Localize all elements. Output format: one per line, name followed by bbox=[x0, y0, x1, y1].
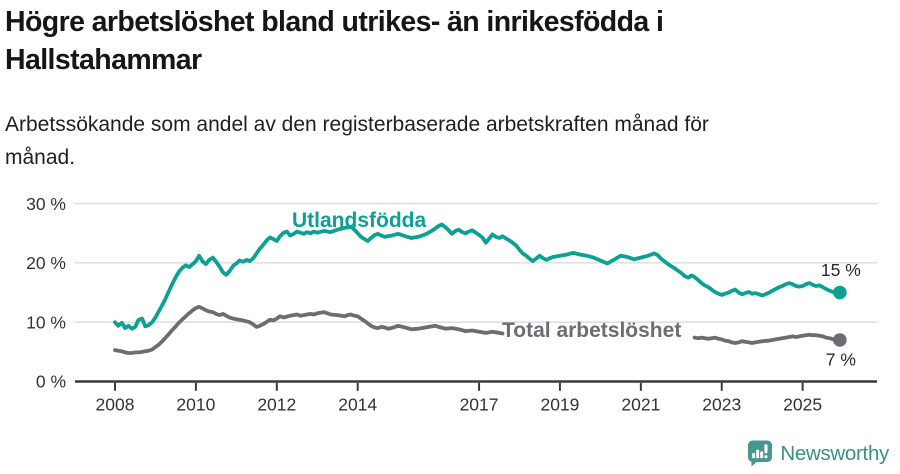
chart-subtitle-line-1: Arbetssökande som andel av den registerb… bbox=[5, 113, 709, 136]
end-dot-utlandsfodda bbox=[833, 285, 847, 300]
x-tick-label-2025: 2025 bbox=[783, 395, 822, 415]
end-value-label-utlandsfodda: 15 % bbox=[821, 260, 861, 280]
x-tick-label-2008: 2008 bbox=[96, 395, 135, 415]
x-tick-label-2023: 2023 bbox=[702, 395, 741, 415]
end-value-label-total: 7 % bbox=[826, 349, 856, 369]
chart-subtitle-line-2: månad. bbox=[5, 146, 76, 169]
x-tick-label-2019: 2019 bbox=[540, 395, 579, 415]
y-tick-label-0: 0 % bbox=[36, 372, 66, 392]
x-tick-label-2010: 2010 bbox=[176, 395, 215, 415]
x-tick-label-2014: 2014 bbox=[338, 395, 377, 415]
newsworthy-logo[interactable]: Newsworthy bbox=[747, 440, 889, 467]
newsworthy-wordmark: Newsworthy bbox=[780, 441, 889, 465]
chart-subtitle: Arbetssökande som andel av den registerb… bbox=[5, 108, 895, 174]
chart-title: Högre arbetslöshet bland utrikes- än inr… bbox=[5, 3, 895, 79]
x-tick-label-2017: 2017 bbox=[460, 395, 499, 415]
series-line-utlandsfodda bbox=[113, 222, 842, 331]
y-tick-label-10: 10 % bbox=[26, 312, 66, 332]
x-tick-label-2021: 2021 bbox=[621, 395, 660, 415]
series-label-utlandsfodda: Utlandsfödda bbox=[292, 209, 426, 232]
x-tick-label-2012: 2012 bbox=[257, 395, 296, 415]
series-label-total: Total arbetslöshet bbox=[502, 319, 681, 342]
series-line-total bbox=[113, 304, 842, 355]
end-dot-total bbox=[833, 333, 847, 347]
y-tick-label-20: 20 % bbox=[26, 253, 66, 273]
chart-title-line-2: Hallstahammar bbox=[5, 44, 202, 76]
newsworthy-logo-icon bbox=[748, 440, 773, 467]
chart-title-line-1: Högre arbetslöshet bland utrikes- än inr… bbox=[5, 6, 664, 38]
y-tick-label-30: 30 % bbox=[26, 194, 66, 214]
